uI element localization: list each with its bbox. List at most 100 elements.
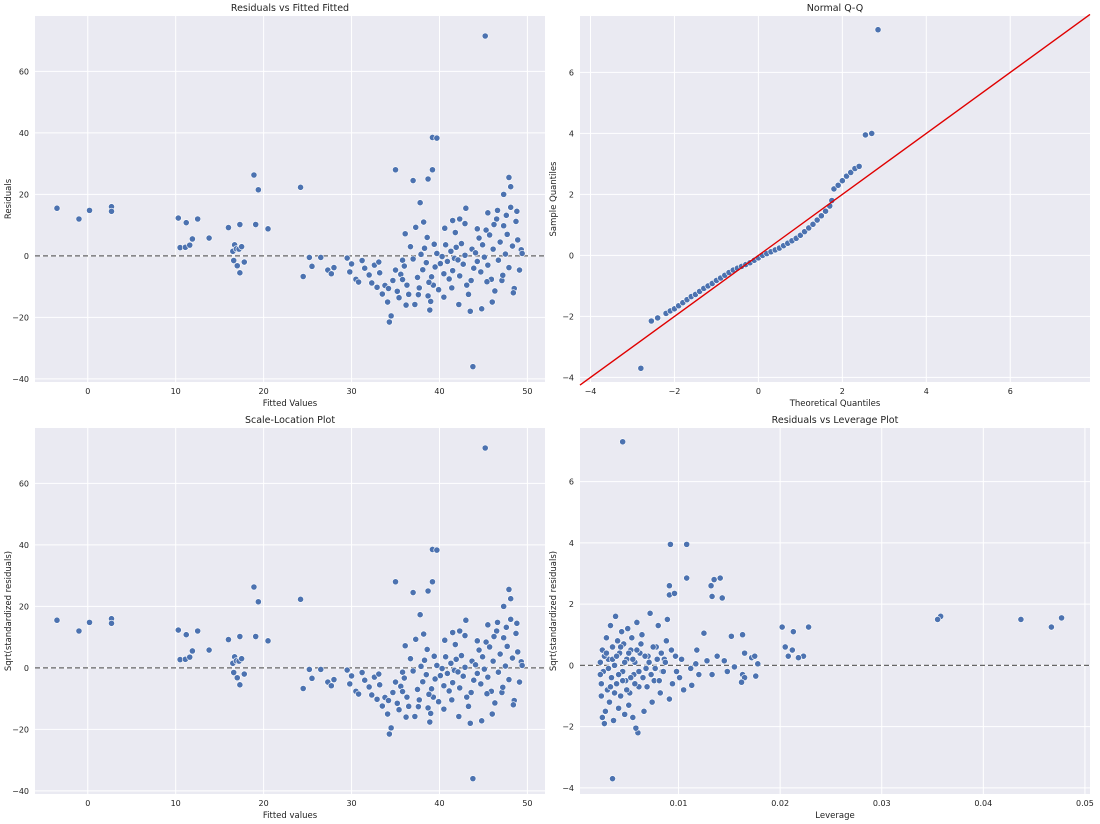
data-point <box>654 622 662 629</box>
data-point <box>330 676 338 683</box>
y-tick-label: −2 <box>562 723 574 732</box>
data-point <box>427 298 435 305</box>
y-tick-label: −40 <box>12 375 29 384</box>
data-point <box>431 675 439 683</box>
data-point <box>174 214 182 222</box>
data-point <box>422 259 430 267</box>
data-point <box>447 247 455 255</box>
data-point <box>305 254 313 261</box>
data-point <box>233 674 241 682</box>
data-point <box>618 628 626 636</box>
data-point <box>484 673 492 681</box>
data-point <box>613 652 620 660</box>
data-point <box>505 174 513 181</box>
data-point <box>409 255 417 263</box>
data-point <box>667 540 674 548</box>
data-point <box>613 680 620 688</box>
data-point <box>436 672 444 679</box>
y-tick-label: −4 <box>562 784 574 793</box>
data-point <box>451 641 459 648</box>
data-point <box>463 281 471 289</box>
data-point <box>305 666 313 673</box>
data-point <box>387 724 395 732</box>
data-point <box>433 546 441 554</box>
data-point <box>299 273 307 280</box>
scale-location-chart: 0 10 20 30 40 50 −40 −20 0 20 40 60 Scale-Location P… <box>4 415 545 821</box>
data-point <box>174 626 182 634</box>
data-point <box>805 623 812 631</box>
data-point <box>297 183 304 191</box>
data-point <box>478 717 486 725</box>
data-point <box>452 243 460 251</box>
data-point <box>355 278 362 286</box>
x-axis-label: Leverage <box>815 811 854 821</box>
data-point <box>640 707 648 715</box>
data-point <box>355 690 362 698</box>
data-point <box>494 668 502 676</box>
data-point <box>489 657 497 665</box>
data-point <box>513 619 521 627</box>
data-point <box>458 652 465 659</box>
data-point <box>433 250 441 257</box>
data-point <box>621 710 629 718</box>
data-point <box>633 646 641 654</box>
y-tick-label: −40 <box>12 787 29 796</box>
data-point <box>399 256 406 264</box>
data-point <box>375 258 383 266</box>
data-point <box>708 671 716 678</box>
data-point <box>629 655 637 663</box>
data-point <box>607 622 614 629</box>
data-point <box>483 278 491 286</box>
data-point <box>424 587 432 595</box>
data-point <box>361 264 369 272</box>
data-point <box>505 264 513 271</box>
data-point <box>441 224 449 232</box>
data-point <box>409 177 417 184</box>
data-point <box>423 234 431 241</box>
data-point <box>440 293 448 301</box>
data-point <box>627 674 635 682</box>
data-point <box>420 630 428 638</box>
data-point <box>637 640 645 648</box>
data-point <box>507 183 515 191</box>
data-point <box>416 199 424 207</box>
data-point <box>617 692 625 700</box>
data-point <box>475 646 483 654</box>
data-point <box>659 668 667 675</box>
data-point <box>254 186 262 194</box>
data-point <box>449 679 457 687</box>
data-point <box>481 444 489 452</box>
data-point <box>656 689 664 697</box>
data-point <box>426 718 434 726</box>
data-point <box>615 671 623 678</box>
data-point <box>472 249 479 257</box>
data-point <box>739 631 746 639</box>
data-point <box>392 578 399 586</box>
data-point <box>647 671 655 678</box>
data-point <box>188 235 196 243</box>
data-point <box>500 634 508 642</box>
data-point <box>741 649 748 657</box>
residuals-vs-leverage-chart: 0.01 0.02 0.03 0.04 0.05 −4 −2 0 2 4 6 Residuals vs… <box>549 415 1094 821</box>
data-point <box>484 261 492 269</box>
data-point <box>505 586 513 593</box>
data-point <box>781 643 789 651</box>
data-point <box>53 204 61 212</box>
data-point <box>609 643 616 651</box>
data-point <box>428 685 435 693</box>
data-point <box>463 693 471 701</box>
data-point <box>629 714 637 721</box>
data-point <box>518 662 526 669</box>
data-point <box>657 649 665 657</box>
data-point <box>502 623 510 631</box>
data-point <box>409 667 417 675</box>
data-point <box>855 162 863 170</box>
data-point <box>505 676 513 683</box>
data-point <box>411 713 419 720</box>
data-point <box>669 680 676 688</box>
data-point <box>654 314 662 322</box>
data-point <box>454 668 462 676</box>
data-point <box>700 629 708 637</box>
data-point <box>661 658 669 666</box>
data-point <box>373 695 381 703</box>
